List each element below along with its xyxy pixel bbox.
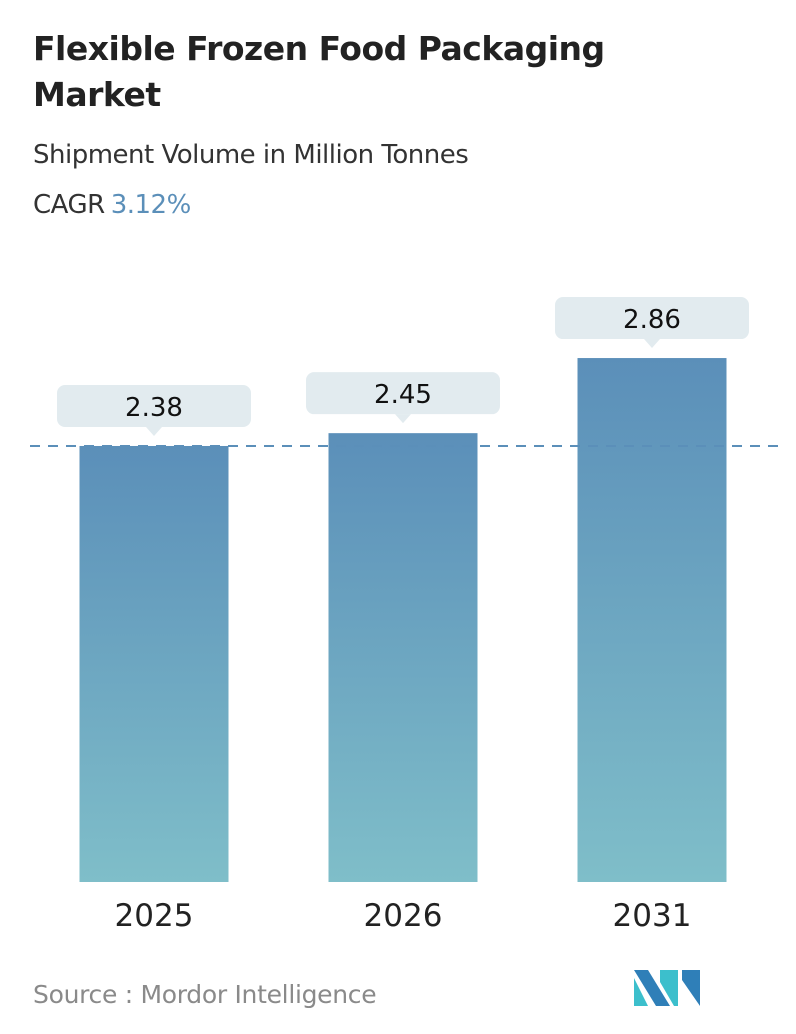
chart-subtitle: Shipment Volume in Million Tonnes [33,140,469,170]
data-label: 2.38 [125,393,183,423]
data-label-box [306,372,500,415]
cagr-label: CAGR [33,190,105,220]
bar-2025 [79,445,229,882]
chart-title: Flexible Frozen Food Packaging Market [33,29,605,114]
data-label-pointer [146,426,162,436]
data-label-pointer [644,339,660,349]
cagr-value: 3.12% [110,190,192,220]
bar-2026 [328,433,478,882]
x-tick-label: 2026 [364,898,443,934]
mordor-intelligence-logo [634,970,700,1006]
source-text: Source : Mordor Intelligence [33,980,377,1009]
data-label-box [57,384,251,427]
data-label: 2.45 [374,380,432,410]
bar-chart: 2.38 2025 2.45 2026 2.86 2031 [30,297,782,934]
data-label: 2.86 [623,305,681,335]
data-label-box [555,297,749,340]
data-label-pointer [395,414,411,424]
x-tick-label: 2025 [115,898,194,934]
bar-2031 [577,358,727,883]
cagr: CAGR 3.12% [33,190,191,220]
x-tick-label: 2031 [613,898,692,934]
